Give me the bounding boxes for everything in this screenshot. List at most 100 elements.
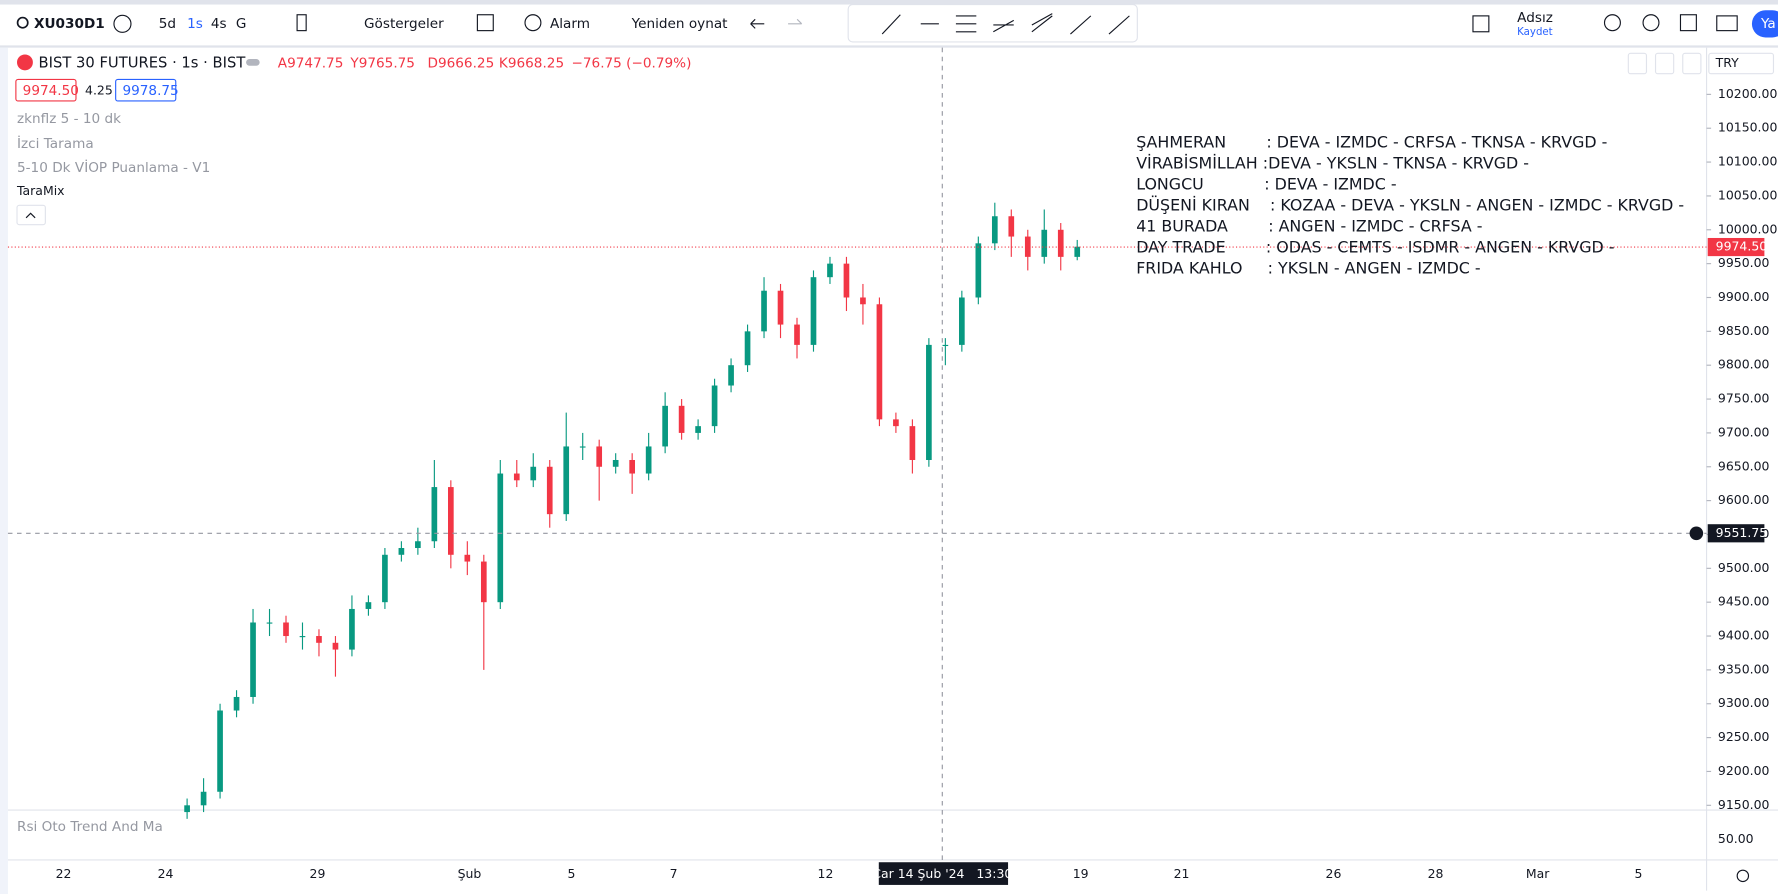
compare-button[interactable] [113,14,132,33]
candle-body [200,791,207,806]
bid-box[interactable] [15,78,77,102]
save-label[interactable]: Kaydet [1517,27,1553,38]
publish-button[interactable] [1751,10,1778,38]
x-tick-label: Şub [458,866,482,881]
x-tick-label: 28 [1428,866,1444,881]
y-tick-label: 9600.00 [1718,492,1770,507]
candle-body [876,304,883,420]
x-tick-label: 29 [310,866,326,881]
y-tick-label: 9900.00 [1718,289,1770,304]
interval[interactable]: 4s [211,16,227,32]
candle-body [1041,229,1048,257]
undo-button[interactable] [750,18,765,29]
alarm-button[interactable]: Alarm [550,16,590,32]
drawing-tools[interactable] [881,13,1130,35]
crosshair-add [1689,526,1704,541]
lower-pane-title: Rsi Oto Trend And Ma [17,819,163,835]
axis-settings[interactable] [1736,869,1750,883]
search-icon [16,16,29,29]
snapshot[interactable] [1716,15,1738,32]
y-tick-label: 9800.00 [1718,357,1770,372]
candle-body [579,446,586,448]
legend-close: K9668.25 [499,56,564,72]
currency[interactable]: TRY [1715,55,1739,70]
redo-button[interactable] [788,18,803,25]
indicators-button[interactable]: Göstergeler [364,16,444,32]
annotation-line: 41 BURADA : ANGEN - IZMDC - CRFSA - [1136,216,1482,235]
candle-body [546,466,553,515]
y-tick-label: 9650.00 [1718,458,1770,473]
candle-body [761,290,767,332]
pane-button[interactable] [1682,52,1702,75]
layout-name[interactable]: Adsız [1517,10,1553,26]
candle-body [827,263,833,278]
replay-button[interactable]: Yeniden oynat [631,16,729,32]
candle-body [942,344,949,347]
publish-label[interactable]: Ya [1760,16,1776,32]
lower-pane-tick: 50.00 [1718,831,1754,846]
candle-body [233,696,240,711]
x-tick-label: Mar [1526,866,1550,881]
interval[interactable]: 5d [159,16,176,32]
candle-body [695,426,701,433]
candle-body [926,344,932,460]
candle-body [513,473,520,481]
y-tick-label: 9150.00 [1718,797,1770,812]
select-box[interactable] [1472,15,1490,33]
candle-body [530,466,537,481]
candle-body [860,297,866,305]
study[interactable]: TaraMix [16,183,65,198]
study[interactable]: zknflz 5 - 10 dk [17,111,121,127]
last-price-box [1707,237,1765,257]
symbol[interactable]: XU030D1 [34,16,105,32]
top-toolbar: XU030D1 5d 1s 4s G Göstergeler Alarm Yen… [16,3,1778,43]
interval[interactable]: G [236,16,247,32]
x-tick-label: 22 [56,866,72,881]
candle-body [382,554,388,603]
y-tick-label: 9400.00 [1718,628,1770,643]
candle-body [448,487,454,555]
study[interactable]: İzci Tarama [17,134,94,152]
candle-body [415,541,421,549]
collapse-button[interactable] [16,204,46,226]
candle-body [843,263,850,298]
legend-toggle[interactable] [246,58,260,66]
chart-type-button[interactable] [296,14,307,32]
annotation-line: FRIDA KAHLO : YKSLN - ANGEN - IZMDC - [1136,258,1480,277]
annotation: ŞAHMERAN : DEVA - IZMDC - CRFSA - TKNSA … [1136,132,1684,277]
y-tick-label: 10150.00 [1718,120,1778,135]
quick-search[interactable] [1603,14,1621,32]
candle-body [250,622,256,697]
candle-body [596,446,603,467]
annotation-line: DÜŞENİ KIRAN : KOZAA - DEVA - YKSLN - AN… [1136,195,1684,214]
candle-body [464,554,471,562]
crosshair-time-box [878,862,1009,885]
x-tick-label: 19 [1073,866,1089,881]
interval[interactable]: 1s [187,16,203,32]
candle-body [1057,229,1064,257]
currency-button[interactable] [1708,52,1775,75]
crosshair-time-label: Çar 14 Şub '24 13:30 [872,866,1012,881]
ask-box[interactable] [115,78,177,102]
candle-body [217,710,223,792]
legend-high: Y9765.75 [349,56,415,72]
y-tick-label: 9500.00 [1718,560,1770,575]
candle-body [909,426,916,460]
candle-body [975,243,982,298]
legend: BIST 30 FUTURES · 1s · BIST A9747.75 Y97… [15,54,691,226]
candle-body [777,290,784,325]
pane-button[interactable] [1654,52,1675,75]
y-tick-label: 10000.00 [1718,221,1778,236]
pane-button[interactable] [1627,52,1648,75]
candle-body [959,297,965,345]
candle-body [316,636,322,643]
candle-body [299,636,306,638]
candle-body [563,446,570,515]
flag [17,54,33,71]
fullscreen[interactable] [1679,14,1697,32]
templates-button[interactable] [476,14,494,32]
settings[interactable] [1642,14,1660,32]
study[interactable]: 5-10 Dk VİOP Puanlama - V1 [17,158,210,176]
candle-body [398,548,405,555]
